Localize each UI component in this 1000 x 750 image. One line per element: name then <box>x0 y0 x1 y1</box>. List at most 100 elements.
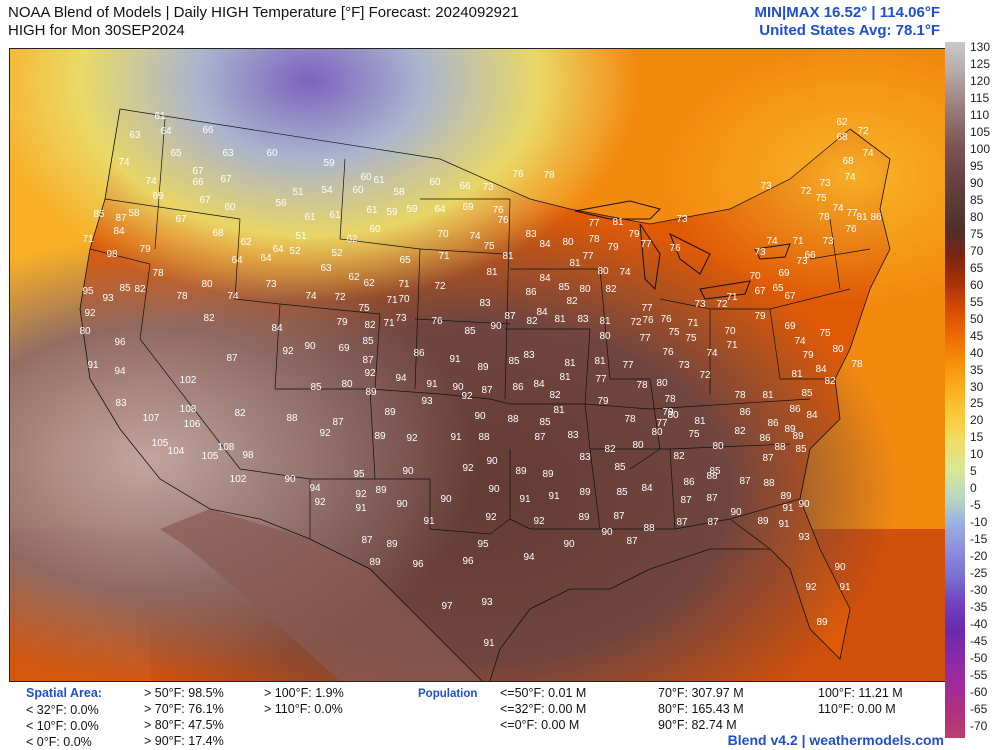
color-scale-label: 65 <box>970 260 984 275</box>
temperature-label: 71 <box>726 340 738 351</box>
temperature-label: 79 <box>802 350 814 361</box>
color-scale-label: 30 <box>970 379 984 394</box>
temperature-label: 71 <box>82 234 94 245</box>
temperature-label: 102 <box>230 474 247 485</box>
temperature-label: 64 <box>272 244 284 255</box>
temperature-label: 59 <box>406 204 418 215</box>
color-scale-label: 130 <box>970 40 991 54</box>
temperature-label: 89 <box>365 387 377 398</box>
temperature-label: 81 <box>594 356 606 367</box>
temperature-label: 73 <box>754 247 766 258</box>
temperature-label: 87 <box>762 453 774 464</box>
temperature-map[interactable]: 61 64 66 63 65 63 74 67 60 74 66 67 59 61 60 60 66 73 76 78… <box>9 48 947 682</box>
temperature-label: 71 <box>726 292 738 303</box>
temperature-label: 92 <box>406 433 418 444</box>
temperature-label: 97 <box>441 601 453 612</box>
temperature-label: 84 <box>641 483 653 494</box>
forecast-date: HIGH for Mon 30SEP2024 <box>8 22 185 39</box>
temperature-label: 61 <box>329 210 341 221</box>
temperature-label: 90 <box>563 539 575 550</box>
color-scale-label: 60 <box>970 277 984 292</box>
temperature-label: 105 <box>152 438 169 449</box>
temperature-label: 73 <box>482 182 494 193</box>
temperature-label: 84 <box>533 379 545 390</box>
temperature-label: 72 <box>334 292 346 303</box>
color-scale-label: 20 <box>970 413 984 428</box>
temperature-label: 83 <box>567 430 579 441</box>
temperature-label: 102 <box>180 375 197 386</box>
temperature-label: 80 <box>656 378 668 389</box>
temperature-label: 77 <box>656 418 668 429</box>
temperature-label: 73 <box>678 360 690 371</box>
temperature-label: 78 <box>734 390 746 401</box>
us-average: United States Avg: 78.1°F <box>759 22 940 39</box>
stat-item: > 90°F: 17.4% <box>144 734 224 748</box>
stat-item: 80°F: 165.43 M <box>658 702 744 716</box>
temperature-label: 80 <box>579 284 591 295</box>
temperature-label: 73 <box>760 181 772 192</box>
temperature-label: 79 <box>754 311 766 322</box>
temperature-label: 87 <box>332 417 344 428</box>
temperature-label: 85 <box>362 336 374 347</box>
temperature-label: 65 <box>399 255 411 266</box>
map-title: NOAA Blend of Models | Daily HIGH Temper… <box>8 4 519 21</box>
temperature-label: 90 <box>834 562 846 573</box>
temperature-label: 108 <box>180 404 197 415</box>
stat-item: <=32°F: 0.00 M <box>500 702 587 716</box>
temperature-label: 80 <box>832 344 844 355</box>
temperature-label: 92 <box>461 391 473 402</box>
temperature-label: 74 <box>794 336 806 347</box>
color-scale-label: 120 <box>970 73 991 88</box>
temperature-label: 77 <box>639 333 651 344</box>
temperature-label: 64 <box>260 253 272 264</box>
temperature-label: 91 <box>450 432 462 443</box>
temperature-label: 84 <box>539 239 551 250</box>
color-scale-label: -45 <box>970 634 988 649</box>
mexico-border <box>209 508 483 681</box>
temperature-label: 83 <box>577 314 589 325</box>
temperature-label: 74 <box>469 231 481 242</box>
temperature-label: 87 <box>707 517 719 528</box>
color-scale-label: -70 <box>970 719 988 734</box>
temperature-label: 93 <box>798 532 810 543</box>
temperature-label: 91 <box>519 494 531 505</box>
temperature-label: 79 <box>336 317 348 328</box>
temperature-label: 75 <box>668 327 680 338</box>
temperature-label: 87 <box>115 213 127 224</box>
color-scale-label: 55 <box>970 294 984 309</box>
temperature-label: 60 <box>369 224 381 235</box>
stat-item: > 100°F: 1.9% <box>264 686 344 700</box>
temperature-label: 72 <box>434 281 446 292</box>
temperature-label: 64 <box>160 126 172 137</box>
temperature-label: 78 <box>624 414 636 425</box>
state-borders <box>89 108 871 550</box>
temperature-label: 75 <box>358 303 370 314</box>
temperature-label: 89 <box>757 516 769 527</box>
temperature-label: 89 <box>780 491 792 502</box>
pop-col2: 70°F: 307.97 M 80°F: 165.43 M 90°F: 82.7… <box>658 685 744 733</box>
temperature-label: 85 <box>508 356 520 367</box>
temperature-label: 81 <box>856 212 868 223</box>
temperature-label: 92 <box>84 308 96 319</box>
temperature-label: 85 <box>310 382 322 393</box>
temperature-label: 90 <box>798 499 810 510</box>
temperature-label: 76 <box>497 215 509 226</box>
temperature-label: 86 <box>767 418 779 429</box>
brand-credit: Blend v4.2 | weathermodels.com <box>727 732 944 748</box>
temperature-label: 69 <box>784 321 796 332</box>
temperature-label: 70 <box>724 326 736 337</box>
color-scale-label: 50 <box>970 311 984 326</box>
temperature-label: 56 <box>275 198 287 209</box>
temperature-label: 74 <box>706 348 718 359</box>
temperature-label: 98 <box>242 450 254 461</box>
temperature-label: 95 <box>477 539 489 550</box>
temperature-label: 89 <box>369 557 381 568</box>
temperature-label: 61 <box>366 205 378 216</box>
temperature-label: 92 <box>355 489 367 500</box>
temperature-label: 74 <box>305 291 317 302</box>
temperature-label: 52 <box>289 246 301 257</box>
temperature-label: 83 <box>115 398 127 409</box>
temperature-label: 84 <box>539 273 551 284</box>
temperature-label: 78 <box>818 212 830 223</box>
temperature-label: 67 <box>192 166 204 177</box>
